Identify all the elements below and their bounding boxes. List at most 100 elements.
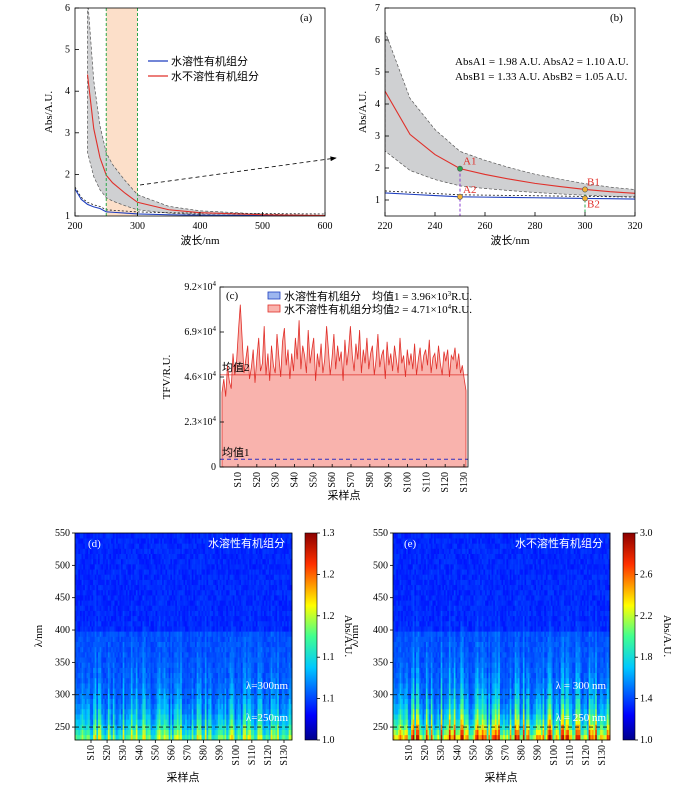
heatmap-cell — [244, 714, 247, 720]
heatmap-cell — [148, 677, 151, 684]
heatmap-cell — [167, 574, 169, 580]
heatmap-cell — [229, 708, 232, 715]
heatmap-cell — [267, 615, 270, 622]
heatmap-cell — [186, 626, 189, 632]
heatmap-cell — [244, 646, 247, 653]
heatmap-cell — [259, 533, 262, 539]
heatmap-cell — [257, 589, 260, 596]
heatmap-cell — [264, 615, 266, 622]
heatmap-cell — [208, 589, 211, 596]
heatmap-cell — [242, 626, 245, 632]
heatmap-cell — [93, 620, 96, 627]
heatmap-cell — [112, 615, 115, 622]
heatmap-cell — [130, 574, 133, 580]
heatmap-cell — [173, 569, 176, 575]
heatmap-cell — [193, 688, 196, 694]
heatmap-cell — [76, 734, 79, 741]
heatmap-cell — [259, 610, 262, 617]
heatmap-cell — [183, 672, 186, 679]
heatmap-cell — [144, 579, 146, 586]
heatmap-cell — [139, 569, 142, 575]
heatmap-cell — [134, 569, 137, 575]
heatmap-cell — [137, 652, 140, 658]
heatmap-cell — [163, 548, 166, 554]
heatmap-cell — [144, 600, 146, 606]
heatmap-cell — [117, 662, 120, 668]
heatmap-cell — [125, 646, 128, 653]
heatmap-cell — [102, 662, 105, 668]
heatmap-cell — [272, 672, 275, 679]
heatmap-cell — [102, 641, 105, 648]
heatmap-cell — [142, 620, 145, 627]
heatmap-cell — [96, 729, 99, 736]
heatmap-cell — [247, 662, 250, 668]
heatmap-cell — [165, 564, 168, 570]
heatmap-cell — [152, 693, 155, 699]
heatmap-cell — [178, 646, 181, 653]
heatmap-cell — [135, 533, 138, 539]
heatmap-cell — [199, 620, 202, 627]
heatmap-cell — [270, 734, 273, 741]
heatmap-cell — [93, 677, 96, 684]
heatmap-cell — [93, 652, 96, 658]
heatmap-cell — [121, 569, 123, 575]
heatmap-cell — [91, 683, 94, 689]
heatmap-cell — [109, 605, 112, 611]
heatmap-cell — [211, 569, 214, 575]
heatmap-cell — [178, 667, 181, 674]
heatmap-cell — [222, 657, 225, 663]
heatmap-cell — [127, 595, 130, 601]
heatmap-cell — [79, 667, 82, 674]
heatmap-cell — [75, 631, 77, 637]
heatmap-cell — [272, 569, 275, 575]
heatmap-cell — [196, 626, 199, 632]
heatmap-cell — [254, 553, 257, 560]
heatmap-cell — [232, 548, 235, 554]
heatmap-cell — [255, 584, 258, 591]
heatmap-cell — [201, 600, 204, 606]
heatmap-cell — [180, 657, 183, 663]
heatmap-cell — [76, 543, 79, 549]
heatmap-cell — [198, 548, 201, 554]
heatmap-cell — [135, 714, 138, 720]
heatmap-cell — [88, 631, 91, 637]
heatmap-cell — [203, 626, 206, 632]
heatmap-cell — [132, 641, 135, 648]
heatmap-cell — [119, 719, 122, 725]
heatmap-cell — [214, 683, 217, 689]
heatmap-cell — [255, 574, 258, 580]
heatmap-cell — [221, 652, 224, 658]
heatmap-cell — [226, 538, 229, 544]
heatmap-cell — [216, 631, 219, 637]
heatmap-cell — [270, 688, 273, 694]
heatmap-cell — [135, 584, 138, 591]
heatmap-cell — [88, 553, 91, 560]
heatmap-cell — [171, 574, 174, 580]
heatmap-cell — [148, 703, 151, 710]
heatmap-cell — [86, 558, 89, 565]
heatmap-cell — [241, 646, 243, 653]
heatmap-cell — [81, 646, 84, 653]
heatmap-cell — [241, 734, 243, 741]
heatmap-cell — [160, 574, 163, 580]
heatmap-cell — [245, 641, 248, 648]
heatmap-cell — [148, 636, 151, 642]
heatmap-cell — [231, 620, 234, 627]
heatmap-cell — [268, 610, 271, 617]
heatmap-cell — [107, 615, 110, 622]
heatmap-cell — [260, 579, 263, 586]
heatmap-cell — [145, 595, 148, 601]
heatmap-cell — [96, 564, 99, 570]
heatmap-cell — [222, 667, 225, 674]
heatmap-cell — [206, 543, 209, 549]
heatmap-cell — [160, 677, 163, 684]
heatmap-cell — [198, 708, 201, 715]
heatmap-cell — [213, 683, 216, 689]
heatmap-cell — [209, 688, 212, 694]
heatmap-cell — [93, 657, 96, 663]
heatmap-cell — [168, 538, 171, 544]
heatmap-cell — [239, 703, 242, 710]
heatmap-cell — [216, 667, 219, 674]
heatmap-cell — [195, 538, 197, 544]
heatmap-cell — [125, 631, 128, 637]
